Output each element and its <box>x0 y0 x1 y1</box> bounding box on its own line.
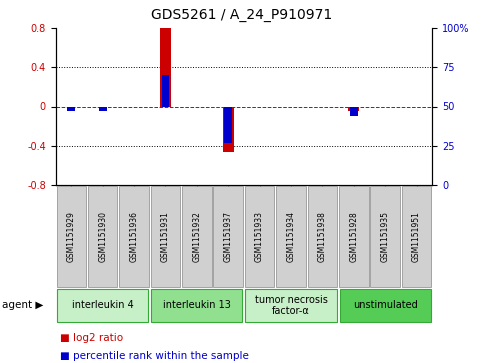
Text: ■ percentile rank within the sample: ■ percentile rank within the sample <box>60 351 249 361</box>
Text: GSM1151929: GSM1151929 <box>67 211 76 262</box>
Text: unstimulated: unstimulated <box>353 301 418 310</box>
Text: GSM1151932: GSM1151932 <box>192 211 201 262</box>
Text: GSM1151951: GSM1151951 <box>412 211 421 262</box>
Text: ■ log2 ratio: ■ log2 ratio <box>60 333 124 343</box>
Bar <box>350 106 358 116</box>
Text: tumor necrosis
factor-α: tumor necrosis factor-α <box>255 295 327 316</box>
Text: GSM1151931: GSM1151931 <box>161 211 170 262</box>
Text: GSM1151935: GSM1151935 <box>381 211 390 262</box>
Bar <box>161 75 170 106</box>
Bar <box>348 106 359 111</box>
Text: interleukin 4: interleukin 4 <box>72 301 133 310</box>
Bar <box>160 28 171 106</box>
Text: GSM1151937: GSM1151937 <box>224 211 233 262</box>
Bar <box>67 106 75 111</box>
Text: GDS5261 / A_24_P910971: GDS5261 / A_24_P910971 <box>151 8 332 23</box>
Text: GSM1151938: GSM1151938 <box>318 211 327 262</box>
Bar <box>99 106 107 111</box>
Text: GSM1151930: GSM1151930 <box>98 211 107 262</box>
Bar <box>223 106 234 152</box>
Text: agent ▶: agent ▶ <box>2 301 44 310</box>
Text: GSM1151928: GSM1151928 <box>349 211 358 262</box>
Text: GSM1151934: GSM1151934 <box>286 211 296 262</box>
Bar <box>224 106 232 143</box>
Text: GSM1151936: GSM1151936 <box>129 211 139 262</box>
Text: GSM1151933: GSM1151933 <box>255 211 264 262</box>
Text: interleukin 13: interleukin 13 <box>163 301 231 310</box>
